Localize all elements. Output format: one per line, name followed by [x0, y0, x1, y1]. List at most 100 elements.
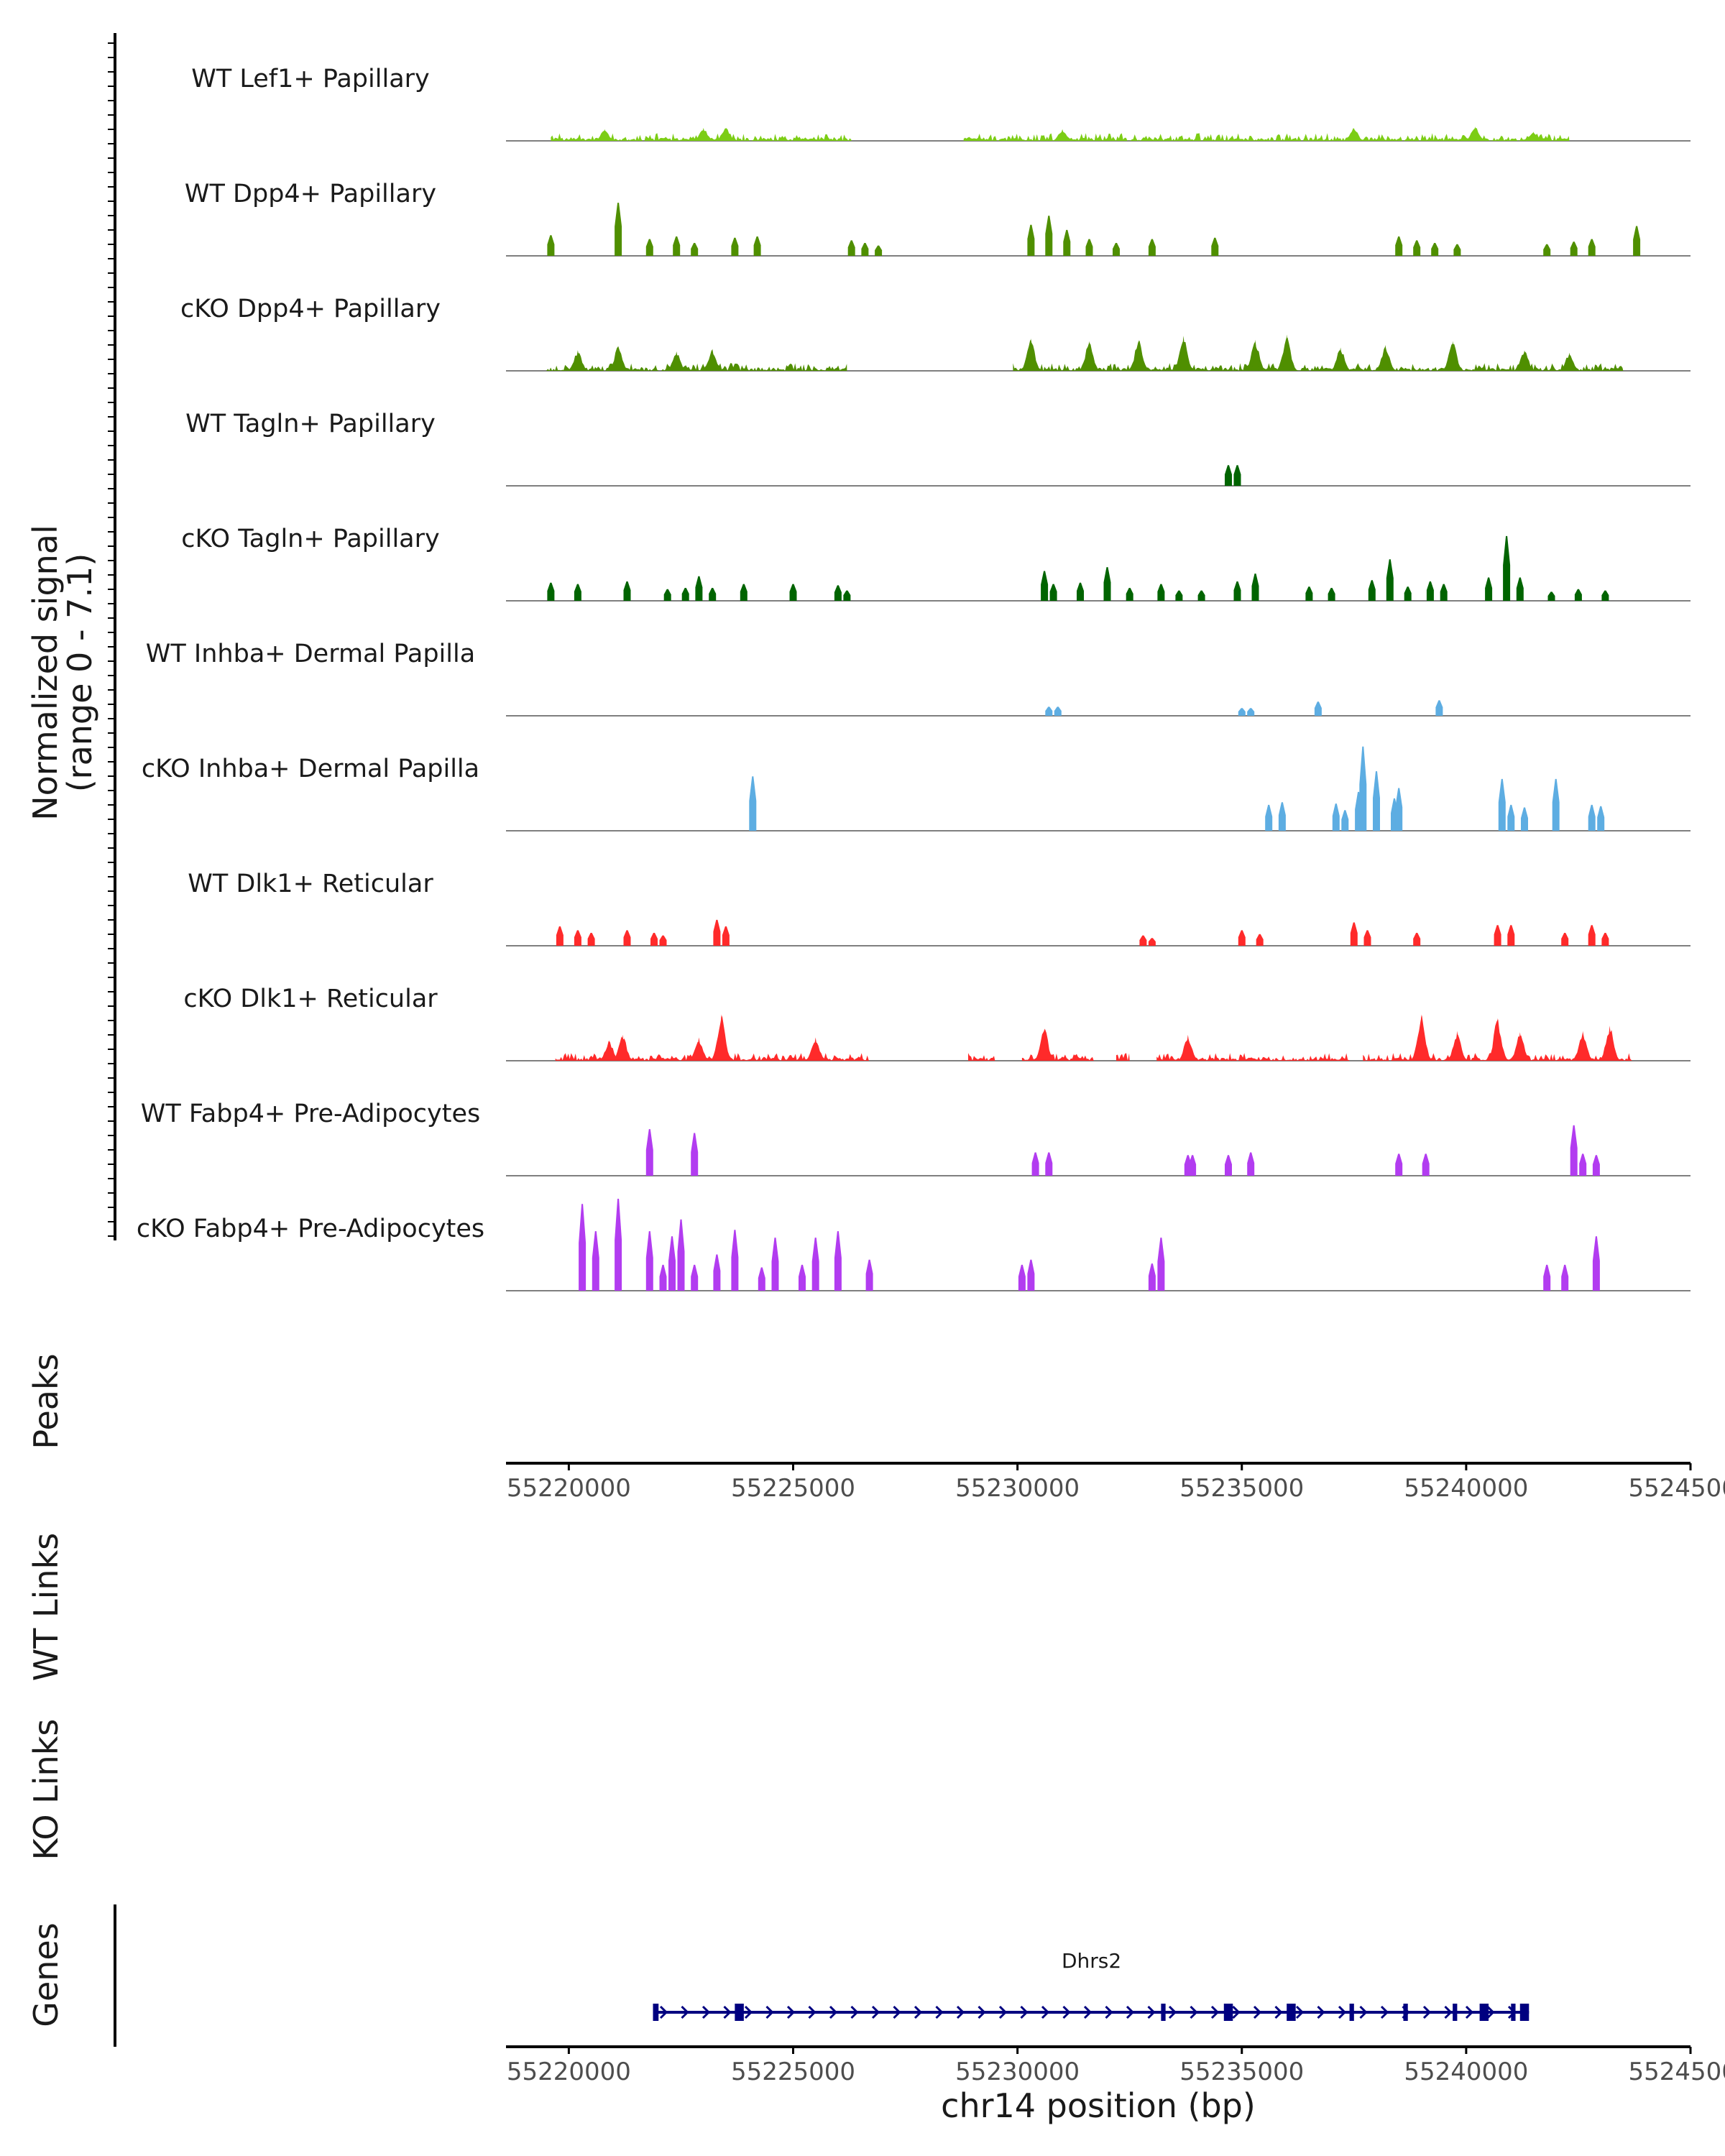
strand-arrow [1190, 2005, 1198, 2019]
signal-peak [1350, 922, 1358, 946]
signal-peak [1148, 938, 1156, 946]
signal-peak [1031, 1152, 1039, 1176]
signal-peak [1077, 582, 1084, 601]
strand-arrow [1168, 2005, 1177, 2019]
track: WT Inhba+ Dermal Papilla [146, 640, 1690, 717]
signal-peak [574, 584, 581, 601]
signal-ylabel: Normalized signal [26, 525, 65, 821]
signal-peak [1453, 1031, 1461, 1061]
signal-peak [1148, 1263, 1156, 1291]
track-label: WT Lef1+ Papillary [191, 65, 430, 93]
strand-arrow [808, 2005, 816, 2019]
signal-peak [1404, 586, 1412, 601]
signal-peak [1085, 341, 1093, 371]
signal-peak [1516, 1032, 1524, 1061]
strand-arrow [1253, 2005, 1262, 2019]
signal-peak [1359, 746, 1367, 831]
signal-peak [1045, 706, 1053, 716]
strand-arrow [786, 2005, 796, 2019]
signal-peak [1516, 577, 1524, 601]
signal-peak [811, 1238, 819, 1291]
signal-peak [1507, 804, 1515, 831]
signal-peak [645, 239, 653, 256]
signal-peak [668, 1236, 676, 1291]
signal-peak [1547, 591, 1555, 601]
signal-peak [1601, 590, 1609, 601]
signal-peak [1278, 802, 1286, 831]
strand-arrow [1147, 2005, 1156, 2019]
track-label: cKO Dlk1+ Reticular [183, 985, 438, 1013]
signal-peak [615, 1199, 622, 1291]
track-label: WT Dlk1+ Reticular [188, 870, 433, 898]
signal-peak [1561, 933, 1569, 946]
signal-peak [574, 930, 581, 946]
signal-peak [1148, 239, 1156, 256]
track-label: WT Tagln+ Papillary [185, 410, 436, 438]
signal-peak [601, 129, 609, 141]
signal-peak [1238, 708, 1246, 716]
signal-peak [587, 933, 595, 946]
signal-peak [834, 1231, 842, 1291]
signal-peak [1256, 934, 1264, 946]
signal-peak [1386, 559, 1394, 601]
track: cKO Dpp4+ Papillary [180, 295, 1690, 372]
signal-peak [731, 237, 739, 256]
signal-peak [771, 1238, 779, 1291]
signal-peak [1135, 339, 1143, 371]
signal-peak [547, 582, 555, 601]
signal-peak [1588, 925, 1596, 946]
strand-arrow [1444, 2005, 1453, 2019]
signal-peak [1601, 933, 1609, 946]
signal-y-axis [108, 33, 116, 1240]
signal-peak [1054, 706, 1062, 716]
signal-peak [673, 236, 681, 256]
strand-arrow [765, 2005, 774, 2019]
gene-exon [1287, 2004, 1296, 2021]
signal-peak [1507, 925, 1515, 946]
signal-peak [1189, 1155, 1197, 1176]
strand-arrow [659, 2005, 668, 2019]
signal-area [546, 346, 847, 371]
strand-arrow [702, 2005, 711, 2019]
track-label: cKO Dpp4+ Papillary [180, 295, 441, 323]
signal-peak [722, 926, 730, 946]
gene-exon [1161, 2004, 1166, 2021]
track-label: WT Dpp4+ Papillary [185, 180, 436, 208]
signal-peak [1337, 347, 1345, 371]
signal-peak [592, 1231, 599, 1291]
strand-arrow [1359, 2005, 1368, 2019]
signal-peak [1597, 806, 1605, 831]
wt-links-panel-label: WT Links [27, 1533, 65, 1681]
signal-peak [1126, 588, 1133, 601]
signal-peak [1592, 1155, 1600, 1176]
signal-peak [1440, 584, 1448, 601]
signal-peak [875, 245, 883, 256]
signal-peak [1041, 571, 1049, 601]
signal-peak [1503, 535, 1511, 601]
signal-peak [717, 1014, 725, 1061]
signal-peak [1570, 241, 1578, 256]
strand-arrow [1126, 2005, 1135, 2019]
signal-peak [1471, 126, 1479, 141]
strand-arrow [914, 2005, 923, 2019]
signal-peak [695, 1037, 703, 1061]
track-label: cKO Fabp4+ Pre-Adipocytes [137, 1215, 484, 1243]
signal-area [555, 1015, 870, 1061]
signal-peak [1413, 240, 1421, 256]
signal-peak [1063, 229, 1071, 256]
track-label: cKO Tagln+ Papillary [181, 525, 440, 553]
signal-peak [623, 930, 631, 946]
signal-peak [1543, 1264, 1551, 1291]
signal-peak [579, 1204, 586, 1291]
signal-peak [1251, 339, 1259, 371]
signal-peak [1314, 701, 1322, 716]
signal-peak [1341, 810, 1349, 831]
strand-arrow [978, 2005, 986, 2019]
signal-peak [1045, 1152, 1053, 1176]
strand-arrow [935, 2005, 944, 2019]
signal-peak [645, 1129, 653, 1176]
signal-peak [1018, 1264, 1026, 1291]
signal-peak [677, 1219, 685, 1291]
strand-arrow [1020, 2005, 1029, 2019]
x-tick-label: 55240000 [1404, 2058, 1528, 2086]
